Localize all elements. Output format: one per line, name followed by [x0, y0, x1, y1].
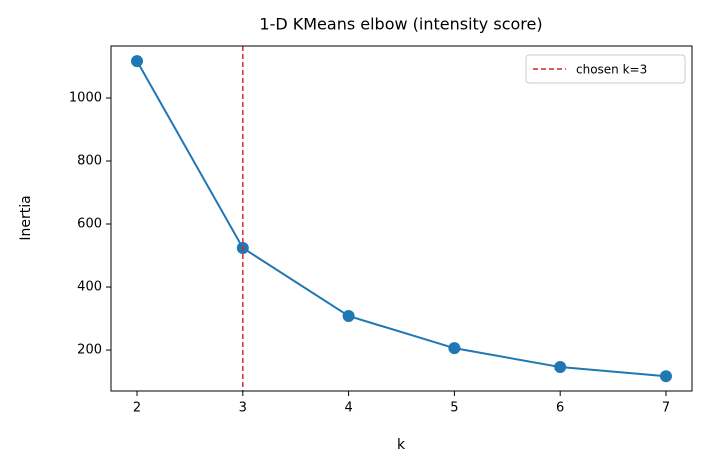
legend-box — [525, 54, 686, 84]
x-tick-label: 6 — [556, 401, 564, 416]
point — [554, 361, 567, 374]
series-line — [136, 60, 667, 378]
x-tick-label: 4 — [344, 401, 352, 416]
y-axis-label: Inertia — [18, 195, 34, 240]
y-tick-label: 400 — [77, 280, 102, 295]
y-tick-label: 1000 — [69, 90, 102, 105]
point — [342, 310, 355, 323]
x-tick-label: 3 — [239, 401, 247, 416]
y-tick-label: 800 — [77, 154, 102, 169]
x-tick-label: 7 — [662, 401, 670, 416]
chart-title: 1-D KMeans elbow (intensity score) — [259, 15, 542, 34]
x-axis-label: k — [397, 437, 406, 453]
point — [659, 370, 672, 383]
point — [131, 55, 144, 68]
point — [448, 342, 461, 355]
y-tick-label: 600 — [77, 217, 102, 232]
y-tick-label: 200 — [77, 343, 102, 358]
x-tick-label: 5 — [450, 401, 458, 416]
axes-frame — [110, 45, 693, 392]
x-tick-label: 2 — [133, 401, 141, 416]
legend-label: chosen k=3 — [576, 63, 647, 77]
